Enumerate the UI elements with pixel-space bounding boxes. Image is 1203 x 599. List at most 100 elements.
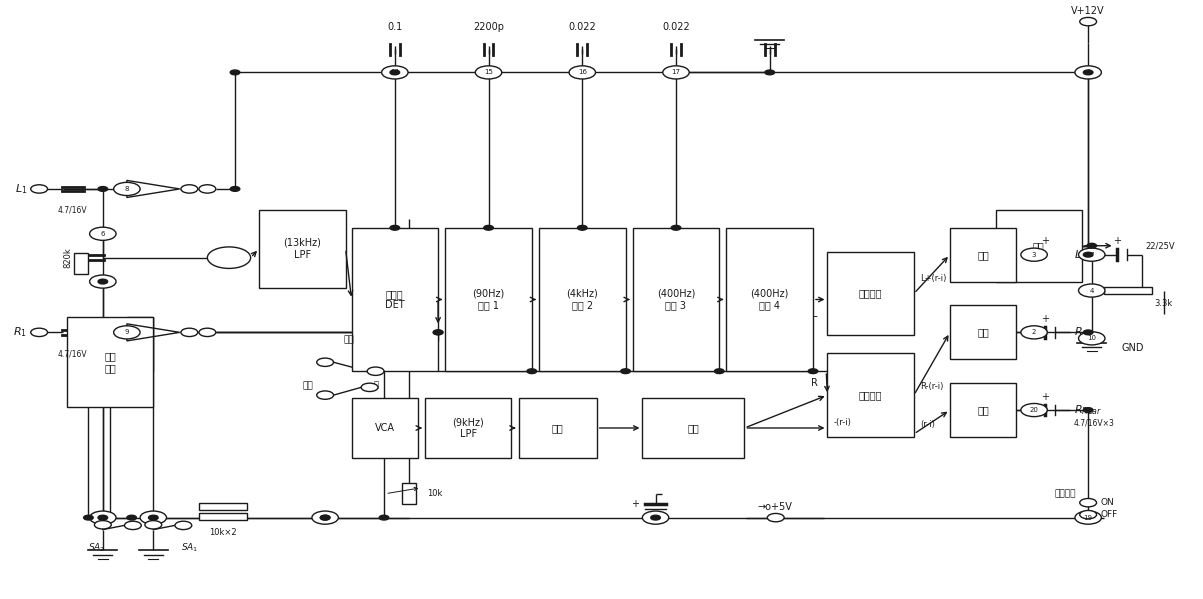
Circle shape — [144, 521, 161, 529]
Circle shape — [89, 275, 115, 288]
Circle shape — [1021, 248, 1048, 261]
Text: L: L — [812, 310, 818, 319]
Text: 15: 15 — [484, 69, 493, 75]
Text: 校正: 校正 — [552, 423, 563, 433]
Text: +: + — [1041, 392, 1049, 402]
Text: 环绕声
DET: 环绕声 DET — [385, 289, 404, 310]
Circle shape — [1084, 252, 1094, 257]
Circle shape — [31, 328, 48, 337]
Text: 0.022: 0.022 — [568, 22, 597, 32]
Circle shape — [31, 184, 48, 193]
Circle shape — [180, 184, 197, 193]
Text: R: R — [811, 378, 818, 388]
Circle shape — [320, 515, 330, 520]
Circle shape — [320, 515, 330, 520]
Text: R-(r-i): R-(r-i) — [920, 382, 943, 391]
Circle shape — [1079, 332, 1106, 345]
Circle shape — [390, 225, 399, 230]
Text: 820k: 820k — [64, 247, 73, 268]
Bar — [75, 253, 88, 274]
Circle shape — [1079, 248, 1106, 261]
Text: 14: 14 — [391, 69, 399, 75]
Circle shape — [1021, 404, 1048, 417]
Text: $SA_1$: $SA_1$ — [180, 541, 198, 554]
Circle shape — [198, 328, 215, 337]
Circle shape — [381, 66, 408, 79]
Text: 2200p: 2200p — [473, 22, 504, 32]
Text: $R_o$: $R_o$ — [1074, 325, 1088, 339]
Text: $L_1$: $L_1$ — [14, 182, 28, 196]
Text: +: + — [1041, 314, 1049, 324]
Circle shape — [1080, 17, 1097, 26]
Circle shape — [126, 515, 136, 520]
Circle shape — [367, 367, 384, 376]
Text: 4.7/16V: 4.7/16V — [58, 205, 88, 214]
Text: (400Hz)
移相 3: (400Hz) 移相 3 — [657, 289, 695, 310]
Text: 静音: 静音 — [977, 328, 989, 337]
FancyBboxPatch shape — [642, 398, 745, 458]
Text: (13kHz)
LPF: (13kHz) LPF — [284, 238, 321, 259]
Text: 混合放大: 混合放大 — [859, 390, 883, 400]
Circle shape — [148, 515, 158, 520]
Text: 混合放大: 混合放大 — [859, 289, 883, 298]
Text: +: + — [1113, 237, 1121, 246]
Circle shape — [1075, 511, 1102, 524]
Text: (4kHz)
移相 2: (4kHz) 移相 2 — [567, 289, 598, 310]
FancyBboxPatch shape — [445, 228, 532, 371]
Circle shape — [1084, 70, 1094, 75]
Circle shape — [312, 511, 338, 524]
Bar — [1104, 287, 1151, 294]
Circle shape — [390, 70, 399, 75]
Circle shape — [94, 521, 111, 529]
Text: +: + — [630, 500, 639, 510]
FancyBboxPatch shape — [727, 228, 813, 371]
Text: 1: 1 — [1086, 69, 1090, 75]
Text: 3.3k: 3.3k — [1155, 300, 1173, 308]
Circle shape — [765, 70, 775, 75]
Circle shape — [174, 521, 191, 530]
Circle shape — [577, 225, 587, 230]
Circle shape — [207, 247, 250, 268]
FancyBboxPatch shape — [996, 210, 1083, 282]
Circle shape — [316, 358, 333, 367]
Circle shape — [1084, 330, 1094, 335]
Text: 10k: 10k — [427, 489, 443, 498]
Text: L+(r-i): L+(r-i) — [920, 274, 947, 283]
Text: 7: 7 — [1090, 252, 1094, 258]
Circle shape — [97, 515, 107, 520]
Text: V+12V: V+12V — [1072, 5, 1106, 16]
Circle shape — [808, 369, 818, 374]
Circle shape — [230, 186, 239, 191]
Text: 19: 19 — [1084, 515, 1092, 521]
Circle shape — [89, 511, 115, 524]
FancyBboxPatch shape — [351, 228, 438, 371]
Text: 10: 10 — [1088, 335, 1096, 341]
Text: (9kHz)
LPF: (9kHz) LPF — [452, 417, 484, 439]
Text: 稳压: 稳压 — [1033, 241, 1044, 251]
Circle shape — [1079, 284, 1106, 297]
Circle shape — [1075, 66, 1102, 79]
Circle shape — [433, 330, 443, 335]
FancyBboxPatch shape — [950, 305, 1017, 359]
Circle shape — [1088, 243, 1097, 248]
Text: 16: 16 — [577, 69, 587, 75]
Circle shape — [124, 521, 141, 530]
Circle shape — [379, 515, 389, 520]
FancyBboxPatch shape — [518, 398, 597, 458]
Circle shape — [671, 225, 681, 230]
Bar — [402, 483, 416, 504]
Circle shape — [768, 513, 784, 522]
Text: VCA: VCA — [374, 423, 395, 433]
Circle shape — [230, 70, 239, 75]
Text: OFF: OFF — [1101, 510, 1118, 519]
Text: 4: 4 — [1090, 288, 1094, 294]
Circle shape — [1080, 510, 1097, 519]
Circle shape — [715, 369, 724, 374]
Text: 6: 6 — [101, 231, 105, 237]
Text: GND: GND — [1122, 343, 1144, 353]
Text: 0.1: 0.1 — [387, 22, 403, 32]
Text: $SA_2$: $SA_2$ — [88, 541, 106, 554]
Bar — [198, 503, 247, 510]
Circle shape — [113, 182, 140, 195]
Circle shape — [83, 515, 93, 520]
